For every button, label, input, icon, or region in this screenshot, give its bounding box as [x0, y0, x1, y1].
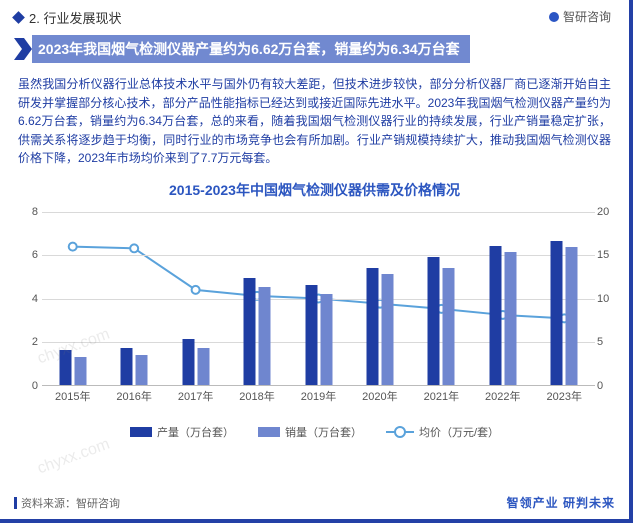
- bar-sales: [381, 274, 393, 385]
- chart-title: 2015-2023年中国烟气检测仪器供需及价格情况: [0, 176, 629, 204]
- grid-line: [42, 212, 595, 213]
- brand-dot-icon: [549, 12, 559, 22]
- legend-price: 均价（万元/套）: [386, 424, 499, 440]
- x-tick: 2016年: [103, 388, 164, 404]
- bar-sales: [136, 355, 148, 385]
- x-tick: 2022年: [472, 388, 533, 404]
- y-right-tick: 5: [597, 336, 617, 348]
- brand-top-text: 智研咨询: [563, 8, 611, 25]
- y-right-tick: 20: [597, 206, 617, 218]
- bar-group: [428, 257, 455, 385]
- x-tick: 2018年: [226, 388, 287, 404]
- bar-sales: [74, 357, 86, 385]
- x-tick: 2021年: [411, 388, 472, 404]
- x-tick: 2019年: [288, 388, 349, 404]
- bar-production: [182, 339, 194, 385]
- bar-production: [428, 257, 440, 385]
- watermark-2: chyxx.com: [35, 436, 112, 479]
- x-tick: 2023年: [534, 388, 595, 404]
- legend-price-label: 均价（万元/套）: [419, 424, 499, 440]
- y-left-tick: 2: [20, 336, 38, 348]
- body-paragraph: 虽然我国分析仪器行业总体技术水平与国外仍有较大差距，但技术进步较快，部分分析仪器…: [0, 71, 629, 176]
- legend-sales-label: 销量（万台套）: [285, 424, 362, 440]
- y-right-tick: 10: [597, 293, 617, 305]
- y-left-tick: 8: [20, 206, 38, 218]
- bar-production: [244, 278, 256, 385]
- source-bar-icon: [14, 497, 17, 509]
- source-text: 资料来源：智研咨询: [21, 495, 120, 511]
- bar-group: [182, 339, 209, 385]
- bar-group: [305, 285, 332, 385]
- bar-sales: [566, 247, 578, 385]
- x-axis-labels: 2015年2016年2017年2018年2019年2020年2021年2022年…: [42, 388, 595, 404]
- x-tick: 2020年: [349, 388, 410, 404]
- chart-area: 0246805101520 2015年2016年2017年2018年2019年2…: [42, 204, 595, 422]
- bar-production: [121, 348, 133, 385]
- y-left-tick: 0: [20, 380, 38, 392]
- bar-group: [121, 348, 148, 385]
- bar-production: [489, 246, 501, 385]
- bar-group: [551, 241, 578, 385]
- bar-production: [59, 350, 71, 385]
- chart-legend: 产量（万台套） 销量（万台套） 均价（万元/套）: [0, 424, 629, 440]
- y-left-tick: 6: [20, 249, 38, 261]
- x-tick: 2015年: [42, 388, 103, 404]
- bar-group: [244, 278, 271, 385]
- bar-sales: [259, 287, 271, 385]
- chart-plot: 0246805101520: [42, 212, 595, 386]
- bar-production: [366, 268, 378, 385]
- source-label: 资料来源：智研咨询: [14, 495, 120, 511]
- footer-brand: 智领产业 研判未来: [507, 494, 615, 511]
- y-left-tick: 4: [20, 293, 38, 305]
- title-arrow-icon: [14, 38, 32, 60]
- legend-sales: 销量（万台套）: [258, 424, 362, 440]
- bar-sales: [504, 252, 516, 385]
- legend-price-swatch: [386, 431, 414, 433]
- legend-production-swatch: [130, 427, 152, 437]
- y-right-tick: 0: [597, 380, 617, 392]
- x-tick: 2017年: [165, 388, 226, 404]
- page-title: 2023年我国烟气检测仪器产量约为6.62万台套，销量约为6.34万台套: [32, 35, 470, 63]
- bar-production: [551, 241, 563, 385]
- brand-top: 智研咨询: [549, 8, 611, 25]
- bar-production: [305, 285, 317, 385]
- bar-sales: [320, 294, 332, 385]
- legend-sales-swatch: [258, 427, 280, 437]
- bar-group: [489, 246, 516, 385]
- legend-production-label: 产量（万台套）: [157, 424, 234, 440]
- bar-group: [59, 350, 86, 385]
- section-label: 2. 行业发展现状: [29, 8, 121, 27]
- y-right-tick: 15: [597, 249, 617, 261]
- bar-sales: [443, 268, 455, 385]
- bar-sales: [197, 348, 209, 385]
- bar-group: [366, 268, 393, 385]
- section-diamond-icon: [12, 11, 25, 24]
- legend-production: 产量（万台套）: [130, 424, 234, 440]
